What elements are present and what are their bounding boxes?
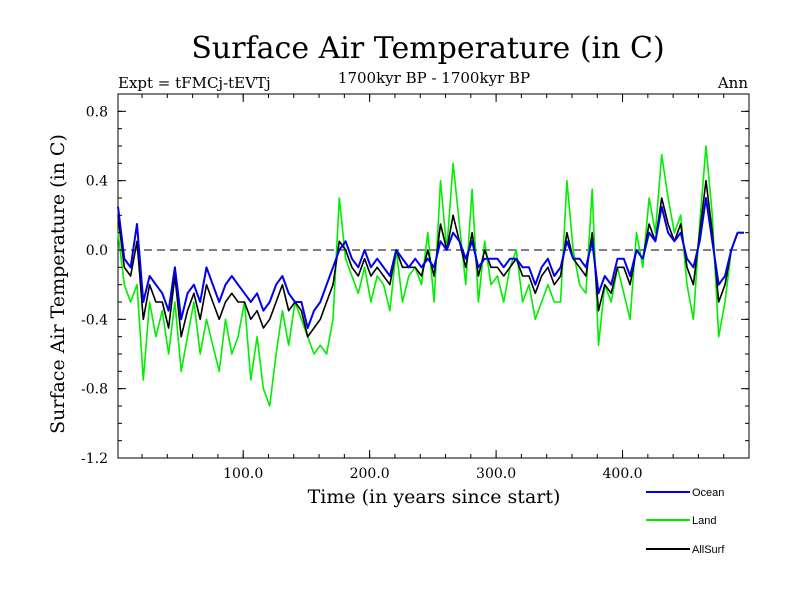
experiment-label: Expt = tFMCj-tEVTj bbox=[118, 74, 271, 92]
plot-frame bbox=[117, 93, 750, 459]
series-line-land bbox=[117, 145, 744, 407]
x-tick-label: 100.0 bbox=[223, 466, 263, 482]
series-line-ocean bbox=[117, 197, 744, 329]
y-tick-label: 0.4 bbox=[86, 174, 108, 190]
chart-title: Surface Air Temperature (in C) bbox=[191, 31, 664, 66]
y-tick-label: -0.8 bbox=[81, 382, 108, 398]
x-tick-label: 300.0 bbox=[476, 466, 516, 482]
x-tick-label: 200.0 bbox=[350, 466, 390, 482]
y-tick-label: 0.0 bbox=[86, 243, 108, 259]
legend-label-ocean: Ocean bbox=[692, 487, 724, 499]
period-label: Ann bbox=[717, 74, 748, 92]
y-axis-label: Surface Air Temperature (in C) bbox=[47, 134, 69, 434]
x-axis-label: Time (in years since start) bbox=[308, 486, 561, 508]
y-tick-label: -0.4 bbox=[81, 312, 108, 328]
legend-label-allsurf: AllSurf bbox=[692, 544, 725, 556]
y-tick-label: 0.8 bbox=[86, 104, 108, 120]
series-layer bbox=[117, 145, 744, 407]
legend: Ocean Land AllSurf bbox=[646, 487, 725, 556]
y-tick-label: -1.2 bbox=[81, 451, 108, 467]
x-tick-label: 400.0 bbox=[603, 466, 643, 482]
tick-layer: -1.2 -0.8 -0.4 0.0 0.4 0.8 100.0 200.0 300.0 400.… bbox=[81, 93, 749, 482]
chart-subtitle: 1700kyr BP - 1700kyr BP bbox=[338, 69, 530, 87]
legend-label-land: Land bbox=[692, 515, 716, 527]
